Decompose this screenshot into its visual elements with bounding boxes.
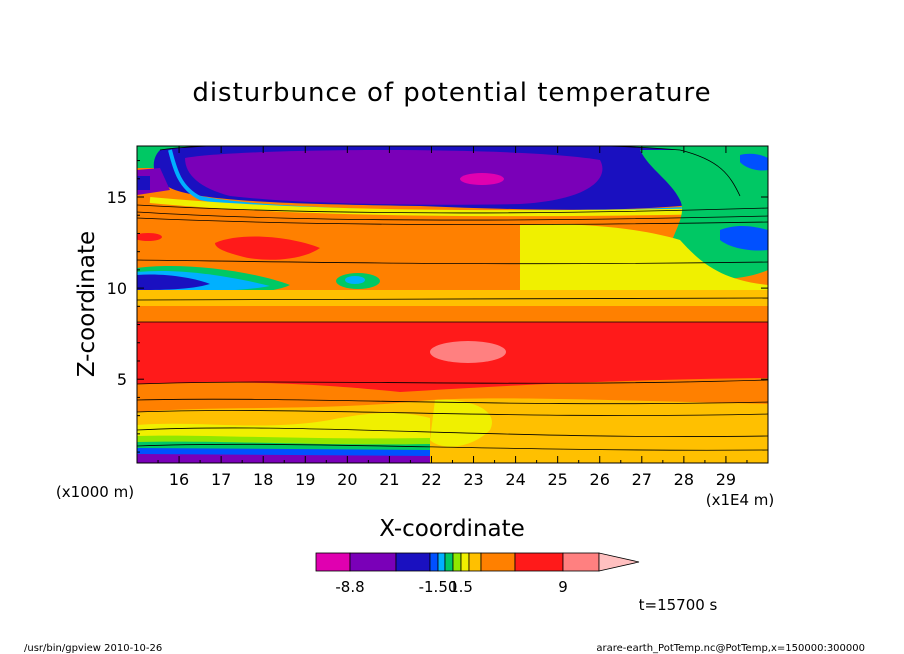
plot-area (137, 146, 768, 463)
colorbar-swatch (349, 552, 397, 572)
x-tick-label: 21 (379, 470, 399, 489)
x-tick-label: 20 (337, 470, 357, 489)
x-tick-label: 16 (169, 470, 189, 489)
footer-left: /usr/bin/gpview 2010-10-26 (24, 643, 162, 654)
colorbar-tick-label: -1.50 (419, 578, 458, 596)
x-tick-label: 18 (253, 470, 273, 489)
colorbar-swatch (444, 552, 454, 572)
x-unit-label: (x1E4 m) (706, 491, 775, 509)
colorbar-swatch (514, 552, 564, 572)
x-tick-label: 17 (211, 470, 231, 489)
x-tick-label: 27 (632, 470, 652, 489)
colorbar-swatch (480, 552, 516, 572)
colorbar-tick-labels: -8.8 -1.501.5 9 (335, 578, 567, 596)
x-tick-label: 29 (716, 470, 736, 489)
x-tick-label: 23 (463, 470, 483, 489)
colorbar-swatch (468, 552, 482, 572)
colorbar-swatch (437, 552, 446, 572)
footer-right: arare-earth_PotTemp.nc@PotTemp,x=150000:… (596, 643, 865, 654)
y-unit-label: (x1000 m) (56, 483, 134, 501)
x-tick-label: 19 (295, 470, 315, 489)
colorbar (315, 552, 640, 572)
x-tick-label: 24 (505, 470, 525, 489)
chart-title: disturbunce of potential temperature (192, 78, 711, 108)
colorbar-swatch (460, 552, 470, 572)
y-tick-label: 10 (107, 279, 127, 298)
x-tick-label: 28 (674, 470, 694, 489)
x-axis-label: X-coordinate (379, 516, 525, 542)
y-tick-label: 15 (107, 188, 127, 207)
y-axis: 5 10 15 (107, 160, 768, 453)
colorbar-swatch (452, 552, 462, 572)
x-tick-label: 25 (547, 470, 567, 489)
x-tick-label: 22 (421, 470, 441, 489)
y-axis-label: Z-coordinate (74, 231, 100, 377)
y-tick-label: 5 (117, 370, 127, 389)
colorbar-swatch (562, 552, 600, 572)
colorbar-swatch (395, 552, 431, 572)
colorbar-tick-label: 1.5 (449, 578, 473, 596)
colorbar-arrow (598, 552, 640, 572)
time-label: t=15700 s (639, 596, 718, 614)
x-axis: 16 17 18 19 20 21 22 23 24 25 26 27 28 29 (157, 146, 748, 489)
colorbar-swatch (315, 552, 351, 572)
x-tick-label: 26 (590, 470, 610, 489)
colorbar-swatch (429, 552, 439, 572)
colorbar-tick-label: -8.8 (335, 578, 364, 596)
colorbar-tick-label: 9 (558, 578, 568, 596)
